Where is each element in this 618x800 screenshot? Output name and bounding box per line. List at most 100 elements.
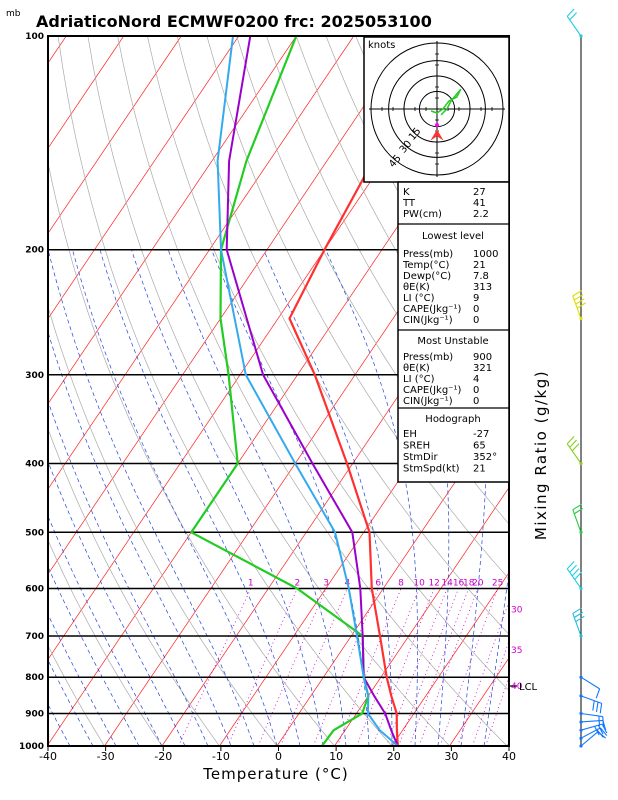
isotherm-line <box>0 36 9 746</box>
wind-barb-feather <box>575 615 585 623</box>
mixing-ratio-label: 16 <box>453 578 465 588</box>
background-lines <box>0 36 618 761</box>
wind-barb-feather <box>575 298 585 305</box>
y-tick-label: 300 <box>25 371 44 381</box>
wind-barb <box>579 731 607 748</box>
table-value: 21 <box>473 464 486 475</box>
wind-barb <box>579 675 601 699</box>
mixing-ratio-label: 18 <box>463 578 475 588</box>
wind-barb <box>566 436 583 466</box>
wind-barb <box>579 723 608 736</box>
x-tick-label: -10 <box>212 750 230 763</box>
mixing-ratio-line <box>280 588 348 746</box>
dry-adiabat-line <box>57 36 393 746</box>
isotherm-line <box>48 36 125 149</box>
moist-adiabat-line <box>483 569 509 746</box>
moist-adiabat-line <box>48 703 71 746</box>
table-value: 313 <box>473 282 492 293</box>
mixing-ratio-label: 25 <box>492 578 503 588</box>
table-value: 65 <box>473 441 486 452</box>
isotherm-line <box>391 572 509 746</box>
mixing-ratio-label: 6 <box>375 578 381 588</box>
wind-barb-feather <box>571 568 580 577</box>
table-key: CIN(Jkg⁻¹) <box>403 315 453 326</box>
wind-barb-base <box>579 461 583 466</box>
hodograph-heading: Hodograph <box>425 414 480 425</box>
wind-barb-feather <box>595 688 601 699</box>
wind-barb-feather <box>566 436 575 445</box>
table-value: 41 <box>473 198 486 209</box>
moist-adiabat-line <box>263 249 393 746</box>
table-key: θE(K) <box>403 363 430 374</box>
pressure-unit-label: mb <box>6 9 21 19</box>
wind-barb-feather <box>595 701 599 713</box>
wind-barb-feather <box>574 571 582 580</box>
hodograph-ring <box>403 75 471 143</box>
table-value: 9 <box>473 293 479 304</box>
wind-barb-base <box>579 728 583 732</box>
y-tick-label: 200 <box>25 246 44 256</box>
wind-barb-shaft <box>572 613 582 637</box>
x-tick-label: -20 <box>154 750 172 763</box>
wind-barb-base <box>579 744 583 748</box>
moist-adiabat-line <box>99 249 301 746</box>
hodograph-ring <box>388 60 486 158</box>
y-tick-label: 400 <box>25 459 44 469</box>
moist-adiabat-line <box>48 566 140 746</box>
table-key: StmDir <box>403 452 438 463</box>
moist-adiabat-line <box>72 249 278 746</box>
wind-barb-feather <box>572 503 582 511</box>
wind-barb <box>566 8 583 38</box>
wind-barb <box>579 727 608 740</box>
mixing-ratio-label: 30 <box>511 605 523 615</box>
table-key: CAPE(Jkg⁻¹) <box>403 304 461 315</box>
wind-barb-shaft <box>566 16 582 37</box>
table-key: SREH <box>403 441 430 452</box>
y-tick-label: 800 <box>25 673 44 683</box>
hodograph-trace <box>430 88 462 116</box>
wind-barb-feather <box>598 715 601 727</box>
wind-barb-feather <box>592 700 595 711</box>
wind-barb-shaft <box>580 731 599 747</box>
moist-adiabat-line <box>48 249 255 746</box>
lowest-level-heading: Lowest level <box>422 231 484 242</box>
dry-adiabat-line <box>48 305 278 746</box>
x-axis-ticks: -40 -30 -20 -10 0 10 20 30 40 <box>39 746 516 763</box>
y-tick-label: 1000 <box>19 742 44 752</box>
mixing-ratio-label: 35 <box>511 646 522 656</box>
mixing-ratio-label: 20 <box>472 578 484 588</box>
table-key: EH <box>403 429 417 440</box>
wind-barbs <box>566 8 608 748</box>
dry-adiabat-line <box>48 539 163 746</box>
wind-barb-feather <box>571 443 580 452</box>
table-value: 0 <box>473 315 479 326</box>
dry-adiabat-line <box>48 161 335 746</box>
table-key: CAPE(Jkg⁻¹) <box>403 385 461 396</box>
isotherm-line <box>506 742 509 746</box>
table-key: LI (°C) <box>403 374 435 385</box>
table-value: 321 <box>473 363 492 374</box>
wind-barb-base <box>579 530 583 534</box>
wet_bulb-profile <box>216 36 399 746</box>
dry-adiabat-line <box>564 36 618 761</box>
wind-barb-feather <box>569 564 577 573</box>
table-value: 2.2 <box>473 209 489 220</box>
isotherm-line <box>104 146 509 746</box>
dry-adiabat-line <box>594 36 618 761</box>
mixing-ratio-line <box>457 600 509 746</box>
wind-barb-feather <box>594 726 600 736</box>
x-tick-label: 20 <box>387 750 401 763</box>
mixing-ratio-line <box>409 588 470 746</box>
wind-barb-shaft <box>566 568 582 589</box>
most-unstable-heading: Most Unstable <box>417 336 488 347</box>
wind-barb-shaft <box>580 695 602 704</box>
table-key: LI (°C) <box>403 293 435 304</box>
isotherm-line <box>48 36 297 405</box>
x-axis-label: Temperature (°C) <box>202 765 348 783</box>
mixing-ratio-label: 1 <box>248 578 254 588</box>
moist-adiabat-line <box>48 613 117 746</box>
wind-barb-base <box>579 316 583 321</box>
wind-barb-feather <box>569 12 577 21</box>
storm-motion-arrow <box>430 129 444 141</box>
